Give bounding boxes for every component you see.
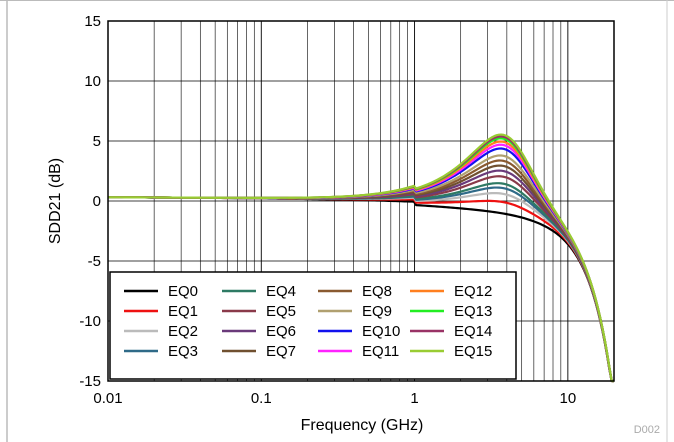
series-line-eq15: [107, 133, 614, 383]
x-axis-label: Frequency (GHz): [301, 417, 424, 434]
figure-id-label: D002: [634, 424, 660, 436]
y-tick-label: -15: [79, 373, 101, 390]
legend-label-eq4: EQ4: [266, 283, 296, 300]
legend-label-eq0: EQ0: [168, 283, 198, 300]
x-tick-label: 10: [560, 390, 577, 407]
legend-label-eq10: EQ10: [362, 323, 400, 340]
legend-label-eq6: EQ6: [266, 323, 296, 340]
x-tick-label: 1: [410, 390, 418, 407]
legend-label-eq11: EQ11: [362, 343, 399, 360]
legend-label-eq15: EQ15: [454, 343, 492, 360]
legend-label-eq8: EQ8: [362, 283, 392, 300]
y-tick-label: 10: [84, 73, 101, 90]
y-tick-label: 0: [93, 193, 101, 210]
legend-label-eq9: EQ9: [362, 303, 392, 320]
y-tick-label: -5: [88, 253, 101, 270]
legend-label-eq7: EQ7: [266, 343, 296, 360]
legend: EQ0 EQ1 EQ2 EQ3 EQ4 EQ5 EQ6 EQ7 EQ8 EQ9 EQ10 EQ11 EQ…: [109, 271, 517, 380]
legend-label-eq13: EQ13: [454, 303, 492, 320]
legend-label-eq5: EQ5: [266, 303, 296, 320]
legend-label-eq2: EQ2: [168, 323, 198, 340]
y-tick-label: -10: [79, 313, 101, 330]
legend-box: [109, 271, 517, 380]
legend-label-eq3: EQ3: [168, 343, 198, 360]
plot-frame: [107, 20, 615, 382]
y-tick-label: 5: [93, 133, 101, 150]
y-tick-label: 15: [84, 13, 101, 30]
legend-label-eq14: EQ14: [454, 323, 492, 340]
legend-label-eq1: EQ1: [168, 303, 198, 320]
x-tick-label: 0.1: [251, 390, 272, 407]
axes: -15 -10 -5 0 5 10 15 0.01 0.1 1 10: [79, 13, 615, 407]
y-axis-label: SDD21 (dB): [47, 158, 64, 244]
legend-label-eq12: EQ12: [454, 283, 492, 300]
x-tick-label: 0.01: [93, 390, 122, 407]
series-lines: [107, 133, 614, 383]
